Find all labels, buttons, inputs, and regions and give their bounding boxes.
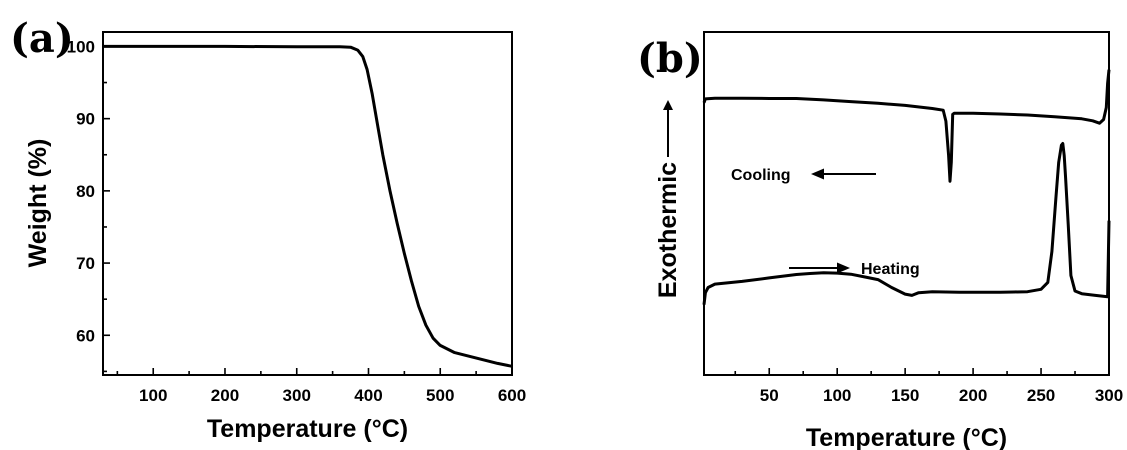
cooling-annotation: Cooling [731, 167, 876, 184]
panel-b-label: (b) [637, 35, 703, 82]
panel-a-y-tick-label: 70 [76, 254, 95, 273]
panel-a-x-tick-label: 100 [139, 386, 167, 405]
panel-a-ticks: 100 200 300 400 500 600 60 70 80 90 100 [67, 37, 527, 405]
panel-a-x-tick-label: 600 [498, 386, 526, 405]
panel-a-x-tick-label: 300 [283, 386, 311, 405]
panel-b-x-tick-label: 250 [1027, 386, 1055, 405]
panel-b-x-tick-label: 100 [823, 386, 851, 405]
panel-a-x-tick-label: 200 [211, 386, 239, 405]
panel-a-x-axis-title: Temperature (°C) [207, 415, 408, 443]
panel-b-cooling-curve [702, 69, 1111, 183]
heating-label: Heating [861, 261, 920, 278]
panel-a-y-axis-title: Weight (%) [24, 139, 52, 268]
panel-a-plot-frame [102, 31, 513, 376]
panel-a-y-tick-label: 60 [76, 326, 95, 345]
panel-a-y-tick-label: 100 [67, 37, 95, 56]
panel-b-ticks: 50 100 150 200 250 300 [734, 368, 1123, 405]
panel-b-x-tick-label: 200 [959, 386, 987, 405]
panel-b-x-tick-label: 150 [891, 386, 919, 405]
panel-b-curves [702, 69, 1111, 305]
panel-b-y-axis-title: Exothermic [654, 162, 682, 298]
panel-a-x-tick-label: 400 [354, 386, 382, 405]
panel-b-x-tick-label: 300 [1095, 386, 1123, 405]
panel-a-y-tick-label: 80 [76, 182, 95, 201]
panel-a-y-tick-label: 90 [76, 110, 95, 129]
panel-b-heating-curve [702, 142, 1111, 305]
panel-b-x-tick-label: 50 [760, 386, 779, 405]
panel-b: (b) 50 100 150 200 250 300 Exothermic Cooling… [637, 31, 1123, 450]
panel-b-x-axis-title: Temperature (°C) [806, 424, 1007, 450]
panel-a: (a) 100 200 300 400 500 600 60 70 80 90 100 Temper… [10, 15, 526, 443]
panel-a-tga-curve [103, 44, 513, 368]
heating-arrow-right-icon [837, 262, 850, 274]
panel-a-x-tick-label: 500 [426, 386, 454, 405]
exothermic-arrow-head-icon [663, 100, 673, 110]
panel-b-y-axis-title-group: Exothermic [654, 100, 682, 298]
panel-a-curves [103, 44, 513, 368]
cooling-arrow-left-icon [811, 168, 824, 180]
cooling-label: Cooling [731, 167, 791, 184]
heating-annotation: Heating [789, 261, 920, 278]
panel-a-label: (a) [10, 15, 74, 62]
panel-b-plot-frame [703, 31, 1110, 376]
